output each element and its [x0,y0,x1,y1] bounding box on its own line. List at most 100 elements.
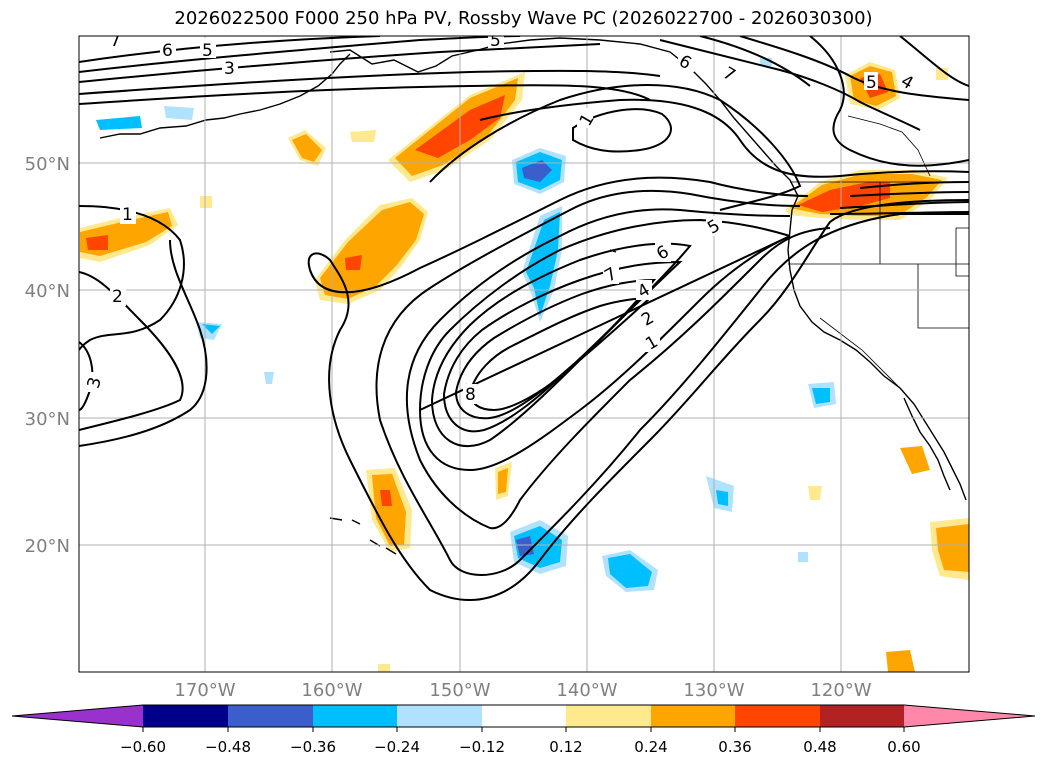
contour-line [899,36,969,87]
map-title: 2026022500 F000 250 hPa PV, Rossby Wave … [174,8,873,29]
contour-line [572,108,672,153]
colorbar-tick-label: −0.24 [374,738,420,756]
colorbar-segment [228,705,313,727]
map-frame [78,35,970,673]
negative-anomaly-subtropical [608,554,652,588]
contour-line [429,84,802,211]
contour-label: 2 [112,287,123,307]
contour-line [454,278,657,420]
positive-anomaly-dateline [86,235,108,250]
positive-anomaly-small [808,486,822,500]
lon-label: 140°W [556,680,617,701]
positive-anomaly-small [378,664,390,672]
state-border [955,227,969,277]
colorbar-tick-label: −0.60 [120,738,166,756]
contour-label: 5 [202,41,213,61]
lon-label: 170°W [174,680,235,701]
contour-label: 1 [122,205,133,225]
baja-california [903,397,951,491]
colorbar-tick-label: 0.48 [803,738,836,756]
negative-anomaly-north-pacific [522,160,552,182]
colorbar-segment [482,705,566,727]
lat-label: 50°N [25,154,70,175]
contour-line [430,242,692,448]
negative-anomaly-small [798,552,808,562]
contour-line [442,260,683,433]
colorbar-tick-label: −0.12 [459,738,505,756]
lon-label: 150°W [429,680,490,701]
contour-label: 3 [224,59,235,79]
colorbar-segment [566,705,651,727]
contour-line [79,239,208,447]
contour-line [859,181,969,189]
lat-label: 30°N [25,409,70,430]
contour-line [307,176,969,601]
positive-anomaly-small [200,196,212,208]
negative-anomaly-small [264,372,274,384]
contour-label: 7 [110,31,121,51]
contour-line [659,39,921,131]
state-border [819,317,901,389]
positive-anomaly-oregon-jet [798,182,890,212]
lon-label: 120°W [810,680,871,701]
contour-line [849,191,969,197]
negative-anomaly-small [96,116,142,130]
positive-anomaly-small [292,134,322,162]
colorbar-tick-label: 0.12 [549,738,582,756]
colorbar-tick-label: 0.24 [634,738,667,756]
contour-label: 6 [162,41,173,61]
negative-anomaly-small [202,324,220,334]
lat-label: 40°N [25,281,70,302]
west-coast-us [787,209,967,501]
colorbar-segment [397,705,482,727]
map-panel: 7 6 5 5 3 1 1 2 3 7 6 [78,31,970,673]
colorbar-tick-label: 0.36 [718,738,751,756]
state-border [847,115,931,177]
colorbar-extend-low [12,705,143,727]
negative-anomaly-small [164,106,194,120]
lat-label: 20°N [25,536,70,557]
positive-anomaly-subtropical [380,490,392,506]
positive-anomaly-small [886,650,915,672]
negative-anomaly-subtropical [514,526,562,568]
positive-anomaly-small [936,68,948,80]
colorbar-segment [735,705,820,727]
positive-anomaly-small [900,446,930,474]
contour-line [79,43,601,83]
colorbar-segment [820,705,904,727]
colorbar-tick-label: −0.48 [205,738,251,756]
contour-label: 5 [866,73,877,93]
lon-label: 160°W [301,680,362,701]
contour-label: 5 [490,31,501,51]
lon-axis-labels: 170°W 160°W 150°W 140°W 130°W 120°W [174,680,871,701]
positive-anomaly-central-pacific [345,255,362,270]
colorbar-segment [313,705,397,727]
positive-anomaly-central-pacific [320,202,424,299]
contour-line [79,84,651,105]
lat-axis-labels: 50°N 40°N 30°N 20°N [25,154,70,557]
colorbar-segment [143,705,228,727]
alaska-coast [329,37,799,211]
positive-anomaly-small [350,130,376,142]
state-border [917,264,969,329]
contour-line [79,36,521,73]
positive-anomaly-small [936,524,969,572]
contour-line [375,189,969,576]
negative-anomaly-small [812,388,830,404]
negative-anomaly-small [716,490,728,506]
lon-label: 130°W [683,680,744,701]
contour-line [405,208,831,530]
hawaii-islands [329,517,397,555]
contour-line [739,36,969,101]
contour-line [79,69,661,95]
contour-line [79,205,185,351]
colorbar-segment [651,705,735,727]
contour-label: 3 [84,375,106,391]
contour-line [418,218,791,472]
contour-label: 8 [465,385,476,405]
colorbar-extend-high [904,705,1035,727]
colorbar-tick-label: −0.36 [290,738,336,756]
contour-labels: 7 6 5 5 3 1 1 2 3 7 6 [84,31,917,405]
contour-line [839,201,969,209]
